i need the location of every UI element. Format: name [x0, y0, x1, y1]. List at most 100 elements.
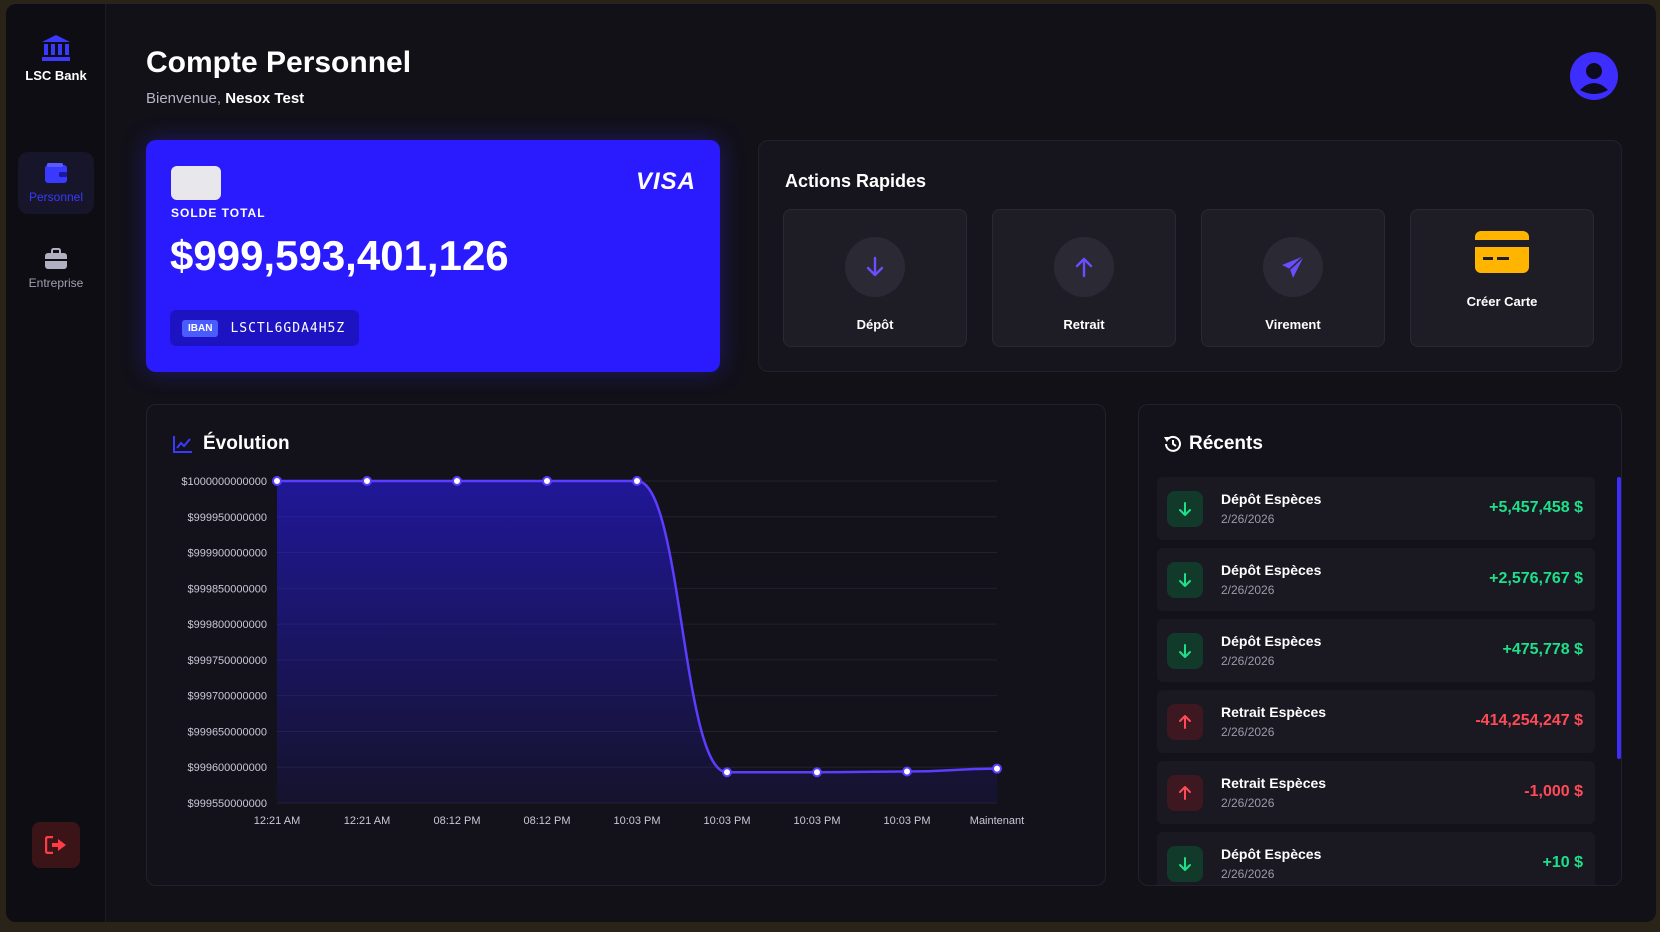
- evolution-chart: $1000000000000 $999950000000 $999900000000…: [181, 476, 1024, 827]
- create-card-button[interactable]: Créer Carte: [1410, 209, 1594, 347]
- transaction-amount: +475,778 $: [1502, 641, 1583, 658]
- iban-value: LSCTL6GDA4H5Z: [230, 320, 346, 336]
- transaction-type-icon: [1167, 633, 1203, 669]
- transaction-name: Retrait Espèces: [1221, 775, 1327, 791]
- y-tick-label: $999850000000: [187, 583, 267, 595]
- transaction-amount: -414,254,247 $: [1475, 712, 1583, 729]
- sidebar-item-label: Personnel: [28, 190, 84, 204]
- briefcase-icon: [45, 248, 67, 269]
- quick-actions-panel: Actions Rapides Dépôt Retrait: [758, 140, 1622, 372]
- recents-scrollbar[interactable]: [1617, 477, 1621, 759]
- recents-title-text: Récents: [1189, 433, 1263, 454]
- data-point: [632, 476, 642, 486]
- y-tick-label: $1000000000000: [181, 476, 267, 488]
- withdraw-button[interactable]: Retrait: [992, 209, 1176, 347]
- sidebar-item-personnel[interactable]: Personnel: [18, 152, 94, 214]
- bank-icon: [42, 35, 70, 61]
- y-tick-label: $999600000000: [187, 762, 267, 774]
- x-tick-label: 10:03 PM: [613, 815, 660, 827]
- transactions-list: Dépôt Espèces 2/26/2026 +5,457,458 $ Dépôt …: [1157, 477, 1595, 885]
- logout-icon: [45, 836, 66, 854]
- transaction-row[interactable]: Dépôt Espèces 2/26/2026 +475,778 $: [1157, 619, 1595, 682]
- transfer-label: Virement: [1265, 317, 1321, 332]
- logout-button[interactable]: [32, 822, 80, 868]
- recents-panel: Récents Dépôt Espèces 2/26/2026 +5,457,458…: [1138, 404, 1622, 886]
- series-area: [277, 481, 997, 803]
- balance-label: SOLDE TOTAL: [171, 206, 266, 220]
- user-name: Nesox Test: [225, 90, 305, 107]
- transaction-row[interactable]: Dépôt Espèces 2/26/2026 +2,576,767 $: [1157, 548, 1595, 611]
- transaction-row[interactable]: Retrait Espèces 2/26/2026 -1,000 $: [1157, 761, 1595, 824]
- x-tick-label: 10:03 PM: [883, 815, 930, 827]
- y-tick-label: $999900000000: [187, 548, 267, 560]
- user-icon: [1572, 54, 1616, 98]
- transaction-date: 2/26/2026: [1221, 512, 1275, 526]
- y-tick-label: $999750000000: [187, 655, 267, 667]
- x-tick-label: 08:12 PM: [523, 815, 570, 827]
- x-tick-label: 08:12 PM: [433, 815, 480, 827]
- x-tick-label: 10:03 PM: [703, 815, 750, 827]
- transaction-amount: -1,000 $: [1524, 783, 1583, 800]
- transaction-row[interactable]: Retrait Espèces 2/26/2026 -414,254,247 $: [1157, 690, 1595, 753]
- balance-card: VISA SOLDE TOTAL $999,593,401,126 IBAN L…: [146, 140, 720, 372]
- transaction-type-icon: [1167, 562, 1203, 598]
- evolution-panel: $1000000000000 $999950000000 $999900000000…: [146, 404, 1106, 886]
- brand: LSC Bank: [6, 34, 106, 83]
- transaction-amount: +2,576,767 $: [1489, 570, 1583, 587]
- transaction-type-icon: [1167, 846, 1203, 882]
- brand-name: LSC Bank: [25, 68, 87, 83]
- transaction-date: 2/26/2026: [1221, 725, 1275, 739]
- x-tick-label: 10:03 PM: [793, 815, 840, 827]
- data-point: [812, 767, 822, 778]
- transaction-row[interactable]: Dépôt Espèces 2/26/2026 +5,457,458 $: [1157, 477, 1595, 540]
- transaction-name: Dépôt Espèces: [1221, 491, 1322, 507]
- transaction-amount: +5,457,458 $: [1489, 499, 1583, 516]
- transfer-button[interactable]: Virement: [1201, 209, 1385, 347]
- transaction-name: Retrait Espèces: [1221, 704, 1327, 720]
- transaction-amount: +10 $: [1542, 854, 1583, 871]
- create-card-label: Créer Carte: [1466, 294, 1538, 309]
- balance-value: $999,593,401,126: [170, 232, 509, 279]
- app-window: LSC Bank Personnel Entreprise: [6, 4, 1656, 922]
- transaction-type-icon: [1167, 704, 1203, 740]
- chart-line-icon: [173, 436, 192, 453]
- sidebar: LSC Bank Personnel Entreprise: [6, 4, 106, 922]
- sidebar-item-entreprise[interactable]: Entreprise: [18, 238, 94, 300]
- data-point: [272, 476, 282, 486]
- transaction-name: Dépôt Espèces: [1221, 846, 1322, 862]
- data-point: [542, 476, 552, 486]
- y-tick-label: $999800000000: [187, 619, 267, 631]
- withdraw-label: Retrait: [1063, 317, 1105, 332]
- x-tick-label: Maintenant: [970, 815, 1024, 827]
- iban-display: IBAN LSCTL6GDA4H5Z: [170, 310, 360, 346]
- data-point: [722, 767, 732, 778]
- x-tick-label: 12:21 AM: [344, 815, 390, 827]
- y-tick-label: $999950000000: [187, 512, 267, 524]
- data-point: [452, 476, 462, 486]
- credit-card-icon: [1475, 231, 1529, 273]
- arrow-down-icon: [1179, 857, 1191, 871]
- sidebar-item-label: Entreprise: [28, 276, 84, 290]
- y-tick-label: $999700000000: [187, 691, 267, 703]
- evolution-title: Évolution: [173, 433, 290, 455]
- arrow-down-icon: [1179, 502, 1191, 516]
- data-point: [362, 476, 372, 486]
- x-tick-label: 12:21 AM: [254, 815, 300, 827]
- data-point: [902, 766, 912, 777]
- history-icon: [1164, 435, 1181, 452]
- deposit-button[interactable]: Dépôt: [783, 209, 967, 347]
- transaction-row[interactable]: Dépôt Espèces 2/26/2026 +10 $: [1157, 832, 1595, 885]
- transaction-date: 2/26/2026: [1221, 867, 1275, 881]
- transaction-name: Dépôt Espèces: [1221, 562, 1322, 578]
- series-line: [276, 479, 998, 774]
- card-chip: [171, 166, 221, 200]
- welcome-prefix: Bienvenue,: [146, 90, 222, 107]
- quick-actions-title: Actions Rapides: [785, 171, 927, 191]
- paper-plane-icon: [1282, 255, 1305, 278]
- transaction-type-icon: [1167, 775, 1203, 811]
- arrow-down-icon: [1179, 573, 1191, 587]
- transaction-date: 2/26/2026: [1221, 583, 1275, 597]
- avatar[interactable]: [1570, 52, 1618, 100]
- y-tick-label: $999550000000: [187, 798, 267, 810]
- welcome-text: Bienvenue, Nesox Test: [146, 90, 304, 107]
